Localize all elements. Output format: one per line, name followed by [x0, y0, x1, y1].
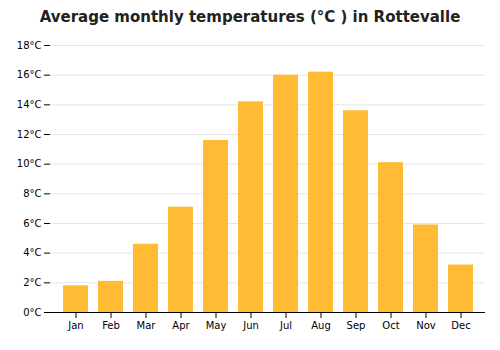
svg-text:Jul: Jul [279, 320, 292, 331]
svg-text:4°C: 4°C [23, 247, 41, 258]
svg-text:8°C: 8°C [23, 188, 41, 199]
svg-text:16°C: 16°C [17, 69, 42, 80]
svg-text:12°C: 12°C [17, 129, 42, 140]
svg-text:Sep: Sep [347, 320, 366, 331]
svg-text:Jan: Jan [67, 320, 83, 331]
svg-text:Nov: Nov [416, 320, 436, 331]
svg-text:14°C: 14°C [17, 99, 42, 110]
svg-text:May: May [206, 320, 227, 331]
svg-text:Aug: Aug [311, 320, 331, 331]
html-text:Average monthly temperatures (: Average monthly temperatures (°C ) in Ro… [39, 8, 461, 26]
svg-text:Dec: Dec [451, 320, 470, 331]
svg-text:0°C: 0°C [23, 307, 41, 318]
svg-text:Feb: Feb [102, 320, 120, 331]
svg-text:2°C: 2°C [23, 277, 41, 288]
svg-text:Oct: Oct [382, 320, 399, 331]
svg-text:Mar: Mar [137, 320, 157, 331]
svg-text:18°C: 18°C [17, 40, 42, 51]
svg-text:Apr: Apr [172, 320, 190, 331]
svg-text:Jun: Jun [242, 320, 259, 331]
svg-text:10°C: 10°C [17, 158, 42, 169]
svg-text:6°C: 6°C [23, 218, 41, 229]
